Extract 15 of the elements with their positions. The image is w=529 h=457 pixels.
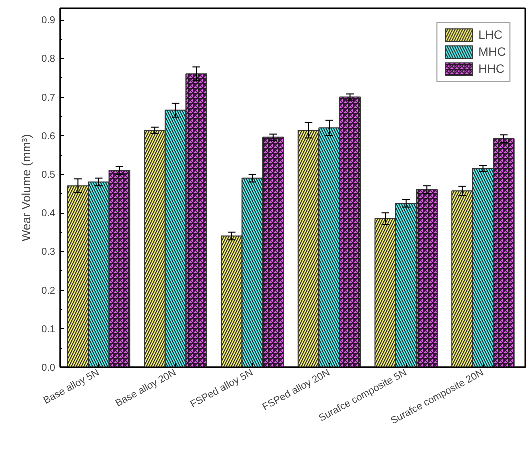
y-tick-label: 0.6 <box>42 131 56 142</box>
y-tick-label: 0.0 <box>42 363 56 374</box>
y-axis-title: Wear Volume (mm³) <box>20 134 34 242</box>
y-tick-label: 0.2 <box>42 286 56 297</box>
y-tick-label: 0.4 <box>42 208 56 220</box>
y-tick-label: 0.3 <box>42 247 56 258</box>
y-tick-label: 0.7 <box>42 92 56 104</box>
y-tick-label: 0.9 <box>42 16 56 27</box>
legend-label: LHC <box>478 28 503 42</box>
legend-label: HHC <box>478 62 505 76</box>
y-tick-label: 0.5 <box>42 170 56 181</box>
y-tick-label: 0.1 <box>42 324 56 336</box>
y-tick-label: 0.8 <box>42 54 56 66</box>
x-tick-label: Base alloy 20N <box>114 368 178 410</box>
legend-label: MHC <box>478 45 506 59</box>
